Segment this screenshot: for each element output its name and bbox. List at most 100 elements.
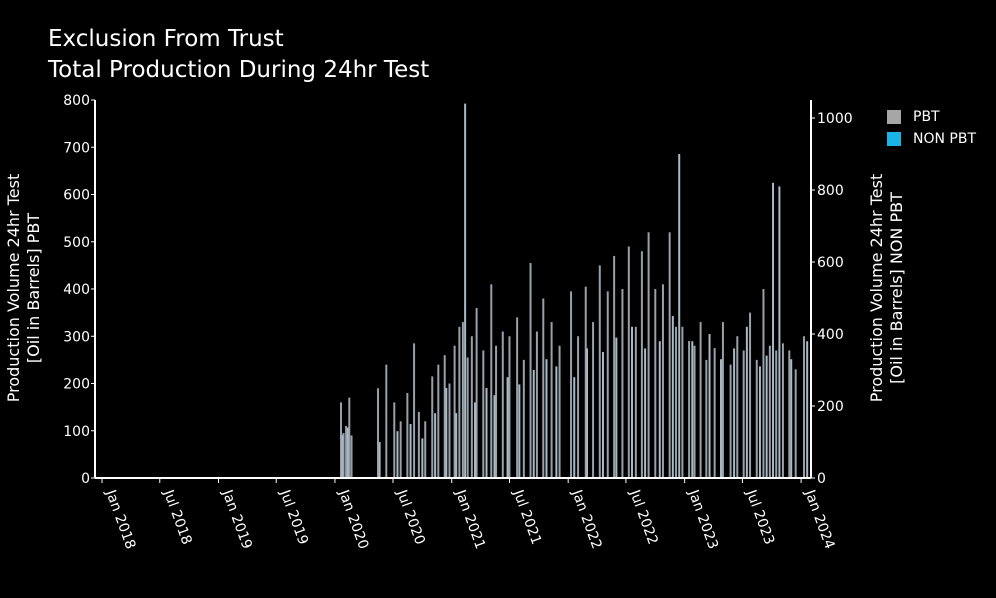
x-tick-label: Jan 2024: [801, 487, 837, 551]
bar-pbt: [606, 291, 609, 478]
bar-pbt: [675, 326, 678, 478]
bar-pbt: [475, 307, 478, 478]
bar-non-pbt: [790, 359, 793, 478]
x-tick-label: Jul 2021: [509, 487, 544, 547]
bar-non-pbt: [658, 341, 661, 478]
y-left-tick-label: 0: [81, 471, 90, 487]
y-right-tick-label: 200: [817, 399, 844, 415]
bar-pbt: [482, 350, 485, 478]
bar-non-pbt: [341, 434, 344, 478]
bar-pbt: [393, 402, 396, 478]
bar-pbt: [558, 345, 561, 478]
bar-pbt: [377, 388, 380, 478]
x-tick-label: Jan 2018: [102, 487, 138, 551]
bar-non-pbt: [772, 182, 775, 479]
bar-pbt: [508, 336, 511, 478]
bar-pbt: [342, 433, 345, 478]
bar-non-pbt: [720, 359, 723, 478]
bar-pbt: [699, 322, 702, 478]
bar-non-pbt: [765, 355, 768, 478]
bar-non-pbt: [445, 388, 448, 478]
bar-non-pbt: [518, 384, 521, 478]
legend-label-pbt: PBT: [913, 109, 940, 125]
bar-pbt: [661, 284, 664, 478]
bar-pbt: [348, 397, 351, 478]
bar-non-pbt: [691, 341, 694, 478]
y-left-tick-label: 100: [63, 424, 90, 440]
bar-pbt: [406, 392, 409, 478]
legend-swatch-non-pbt: [887, 132, 901, 146]
bar-pbt: [640, 251, 643, 478]
bar-non-pbt: [421, 438, 424, 478]
bar-non-pbt: [615, 337, 618, 478]
bar-non-pbt: [758, 366, 761, 478]
bar-pbt: [345, 426, 348, 478]
bar-non-pbt: [586, 348, 589, 478]
bar-pbt: [399, 421, 402, 478]
bar-pbt: [647, 232, 650, 478]
bar-pbt: [431, 376, 434, 478]
bar-pbt: [424, 421, 427, 478]
y-left-tick-label: 700: [63, 140, 90, 156]
y-right-tick-label: 0: [817, 471, 826, 487]
bar-pbt: [705, 359, 708, 478]
x-tick-label: Jul 2019: [276, 487, 311, 547]
bar-pbt: [729, 364, 732, 478]
bar-pbt: [458, 326, 461, 478]
x-tick-label: Jul 2018: [160, 487, 195, 547]
x-tick-label: Jan 2022: [568, 487, 604, 551]
bar-pbt: [742, 350, 745, 478]
bar-non-pbt: [555, 366, 558, 478]
bar-pbt: [768, 345, 771, 478]
chart-title-line-2: Total Production During 24hr Test: [48, 57, 430, 83]
y-right-tick-label: 800: [817, 183, 844, 199]
bar-pbt: [613, 255, 616, 478]
bar-non-pbt: [745, 326, 748, 478]
bar-non-pbt: [733, 348, 736, 478]
bar-pbt: [794, 369, 797, 478]
bar-pbt: [466, 357, 469, 478]
bar-non-pbt: [778, 186, 781, 478]
y-right-tick-label: 400: [817, 327, 844, 343]
y-left-tick-label: 500: [63, 235, 90, 251]
bar-pbt: [736, 336, 739, 478]
x-tick-label: Jul 2020: [393, 487, 428, 547]
bar-non-pbt: [545, 359, 548, 478]
legend-item-non-pbt[interactable]: NON PBT: [887, 128, 976, 150]
y-right-tick-label: 600: [817, 255, 844, 271]
bar-pbt: [749, 312, 752, 478]
bar-pbt: [634, 326, 637, 478]
legend-label-non-pbt: NON PBT: [913, 131, 977, 147]
bar-non-pbt: [506, 377, 509, 478]
y-right-tick-label: 1000: [817, 111, 853, 127]
bar-pbt: [535, 331, 538, 478]
bar-non-pbt: [346, 427, 349, 478]
bar-pbt: [490, 284, 493, 478]
bar-pbt: [713, 348, 716, 478]
bar-non-pbt: [644, 348, 647, 478]
bar-pbt: [681, 326, 684, 478]
bar-non-pbt: [409, 424, 412, 478]
bar-pbt: [693, 345, 696, 478]
bar-pbt: [522, 359, 525, 478]
bar-non-pbt: [671, 316, 674, 478]
bar-pbt: [516, 317, 519, 478]
bar-pbt: [453, 345, 456, 478]
bar-non-pbt: [455, 413, 458, 478]
bar-pbt: [802, 336, 805, 478]
x-tick-label: Jan 2020: [335, 487, 371, 551]
bar-pbt: [470, 336, 473, 478]
chart-title-line-1: Exclusion From Trust: [48, 26, 284, 52]
legend-item-pbt[interactable]: PBT: [887, 106, 976, 128]
bar-pbt: [621, 289, 624, 478]
bar-pbt: [592, 322, 595, 478]
bar-pbt: [340, 402, 343, 478]
bar-pbt: [461, 322, 464, 478]
bar-pbt: [385, 364, 388, 478]
x-tick-label: Jan 2021: [452, 487, 488, 551]
bar-pbt: [417, 411, 420, 478]
bar-pbt: [577, 336, 580, 478]
bar-non-pbt: [573, 377, 576, 478]
bar-pbt: [501, 331, 504, 478]
